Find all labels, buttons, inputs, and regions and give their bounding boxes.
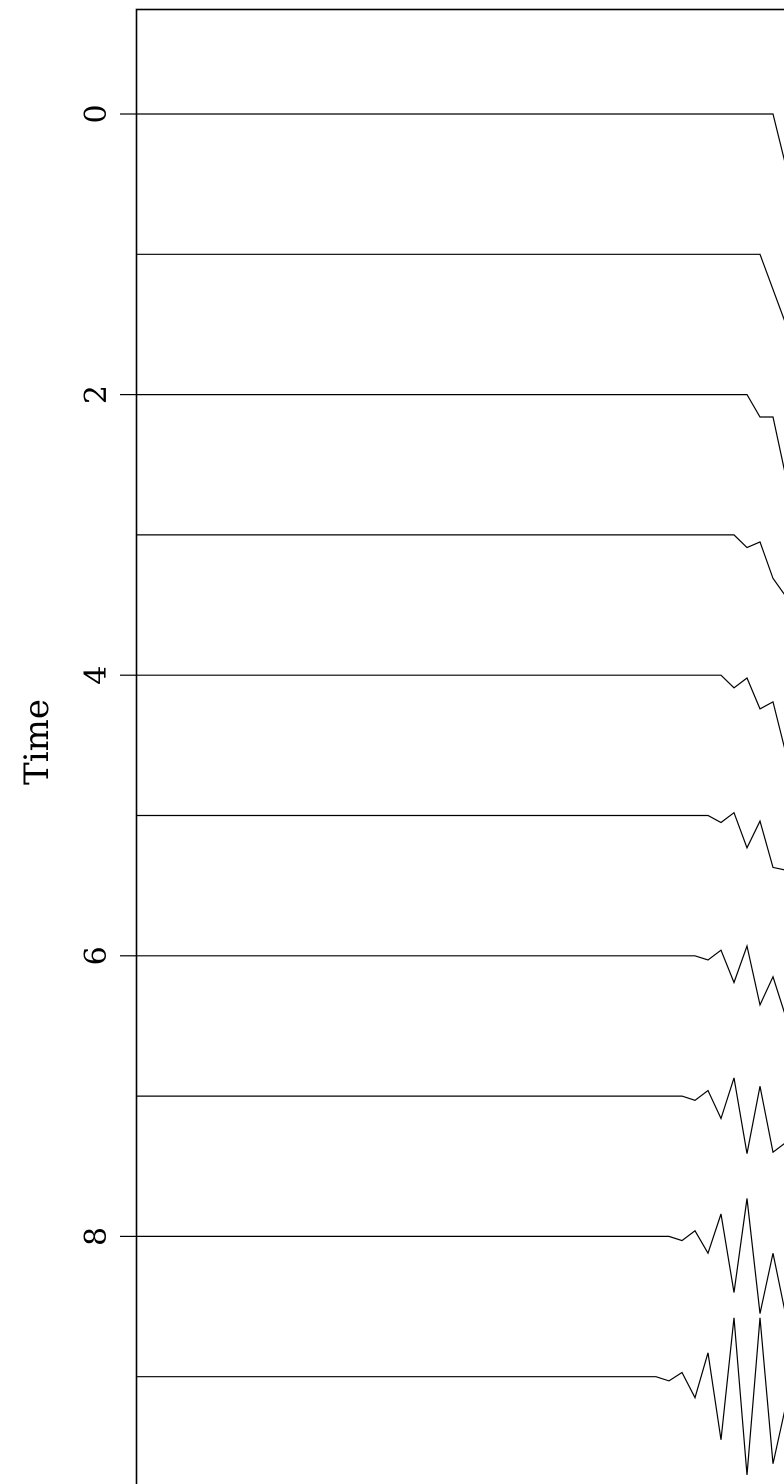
trace-7 xyxy=(136,1078,784,1216)
y-axis-title: Time xyxy=(17,699,57,785)
trace-3 xyxy=(136,535,784,640)
y-tick-label: 0 xyxy=(79,104,114,123)
trace-1 xyxy=(136,254,784,359)
y-tick-label: 6 xyxy=(79,946,114,965)
trace-0 xyxy=(136,114,784,219)
trace-2 xyxy=(136,395,784,500)
y-tick-label: 8 xyxy=(79,1227,114,1246)
trace-4 xyxy=(136,675,784,780)
y-tick-label: 2 xyxy=(79,385,114,404)
trace-5 xyxy=(136,813,784,924)
trace-8 xyxy=(136,1199,784,1363)
y-axis: 0 2 4 6 8 xyxy=(79,104,136,1245)
y-tick-label: 4 xyxy=(79,666,114,685)
plot-frame xyxy=(137,10,784,1484)
trace-9 xyxy=(136,1318,784,1484)
trace-group xyxy=(136,114,784,1484)
trace-6 xyxy=(136,946,784,1068)
